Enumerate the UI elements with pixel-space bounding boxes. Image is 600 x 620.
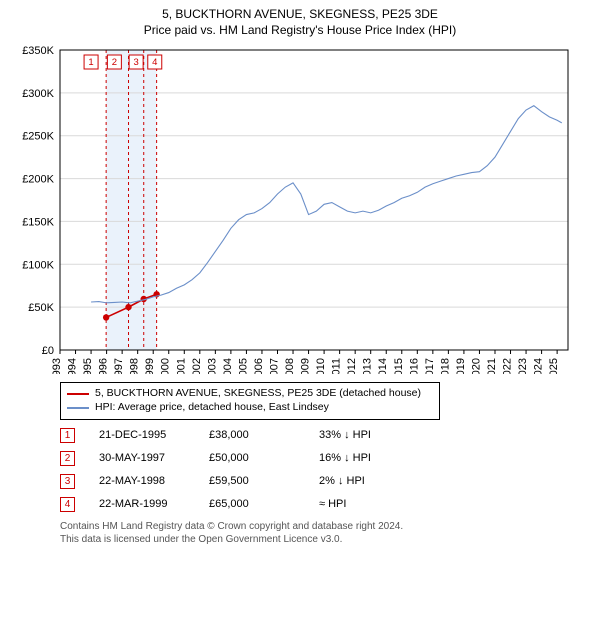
svg-text:2: 2 [112,57,117,68]
legend-label: 5, BUCKTHORN AVENUE, SKEGNESS, PE25 3DE … [95,387,421,401]
svg-text:2006: 2006 [253,358,265,374]
line-chart: £0 £50K £100K £150K £200K £250K £300K £350K 1993… [8,44,578,374]
svg-text:2016: 2016 [408,358,420,374]
event-row: 4 22-MAR-1999£65,000≈ HPI [60,497,592,512]
event-delta: 2% ↓ HPI [319,475,439,487]
svg-text:1996: 1996 [98,358,110,374]
svg-text:2010: 2010 [315,358,327,374]
svg-text:2024: 2024 [533,358,545,374]
svg-text:2009: 2009 [300,358,312,374]
event-price: £59,500 [209,475,319,487]
svg-text:1993: 1993 [51,358,63,374]
legend-label: HPI: Average price, detached house, East… [95,401,329,415]
svg-text:2007: 2007 [268,358,280,374]
footer-line-1: Contains HM Land Registry data © Crown c… [60,520,592,533]
event-row: 2 30-MAY-1997£50,00016% ↓ HPI [60,451,592,466]
footer-attribution: Contains HM Land Registry data © Crown c… [60,520,592,546]
event-delta: ≈ HPI [319,498,439,510]
event-date: 22-MAR-1999 [99,498,209,510]
svg-text:2004: 2004 [222,358,234,374]
svg-text:1998: 1998 [129,358,141,374]
svg-text:£150K: £150K [22,217,54,229]
event-delta: 16% ↓ HPI [319,452,439,464]
svg-text:£350K: £350K [22,45,54,57]
svg-text:2015: 2015 [393,358,405,374]
svg-text:1997: 1997 [113,358,125,374]
title-line-1: 5, BUCKTHORN AVENUE, SKEGNESS, PE25 3DE [8,6,592,22]
svg-text:£200K: £200K [22,174,54,186]
svg-text:£50K: £50K [28,303,54,315]
svg-text:2025: 2025 [548,358,560,374]
svg-text:2022: 2022 [502,358,514,374]
svg-text:2017: 2017 [424,358,436,374]
svg-text:2020: 2020 [470,358,482,374]
title-line-2: Price paid vs. HM Land Registry's House … [8,22,592,38]
events-table: 1 21-DEC-1995£38,00033% ↓ HPI 2 30-MAY-1997… [60,428,592,512]
event-price: £50,000 [209,452,319,464]
legend: 5, BUCKTHORN AVENUE, SKEGNESS, PE25 3DE … [60,382,440,419]
footer-line-2: This data is licensed under the Open Gov… [60,533,592,546]
svg-text:2002: 2002 [191,358,203,374]
event-price: £65,000 [209,498,319,510]
svg-text:2005: 2005 [237,358,249,374]
svg-text:1995: 1995 [82,358,94,374]
svg-text:2014: 2014 [377,358,389,374]
legend-item: 5, BUCKTHORN AVENUE, SKEGNESS, PE25 3DE … [67,387,433,401]
chart-area: £0 £50K £100K £150K £200K £250K £300K £350K 1993… [8,44,592,374]
event-date: 22-MAY-1998 [99,475,209,487]
svg-text:2003: 2003 [206,358,218,374]
event-price: £38,000 [209,429,319,441]
event-marker: 2 [60,451,75,466]
svg-text:£0: £0 [42,345,54,357]
svg-text:2021: 2021 [486,358,498,374]
event-marker: 1 [60,428,75,443]
svg-text:2008: 2008 [284,358,296,374]
svg-text:2023: 2023 [517,358,529,374]
chart-title: 5, BUCKTHORN AVENUE, SKEGNESS, PE25 3DE … [8,6,592,38]
svg-text:2000: 2000 [160,358,172,374]
legend-swatch [67,393,89,395]
svg-text:1999: 1999 [144,358,156,374]
svg-text:1: 1 [88,57,93,68]
svg-text:£250K: £250K [22,131,54,143]
svg-text:2001: 2001 [175,358,187,374]
event-date: 21-DEC-1995 [99,429,209,441]
svg-text:2019: 2019 [455,358,467,374]
event-row: 3 22-MAY-1998£59,5002% ↓ HPI [60,474,592,489]
svg-text:£300K: £300K [22,88,54,100]
svg-text:3: 3 [133,57,138,68]
event-date: 30-MAY-1997 [99,452,209,464]
svg-text:2012: 2012 [346,358,358,374]
legend-item: HPI: Average price, detached house, East… [67,401,433,415]
svg-text:£100K: £100K [22,260,54,272]
event-row: 1 21-DEC-1995£38,00033% ↓ HPI [60,428,592,443]
svg-text:1994: 1994 [67,358,79,374]
event-marker: 3 [60,474,75,489]
svg-text:2011: 2011 [331,358,343,374]
svg-text:2013: 2013 [362,358,374,374]
svg-text:4: 4 [152,57,157,68]
event-marker: 4 [60,497,75,512]
svg-text:2018: 2018 [439,358,451,374]
event-delta: 33% ↓ HPI [319,429,439,441]
legend-swatch [67,407,89,409]
